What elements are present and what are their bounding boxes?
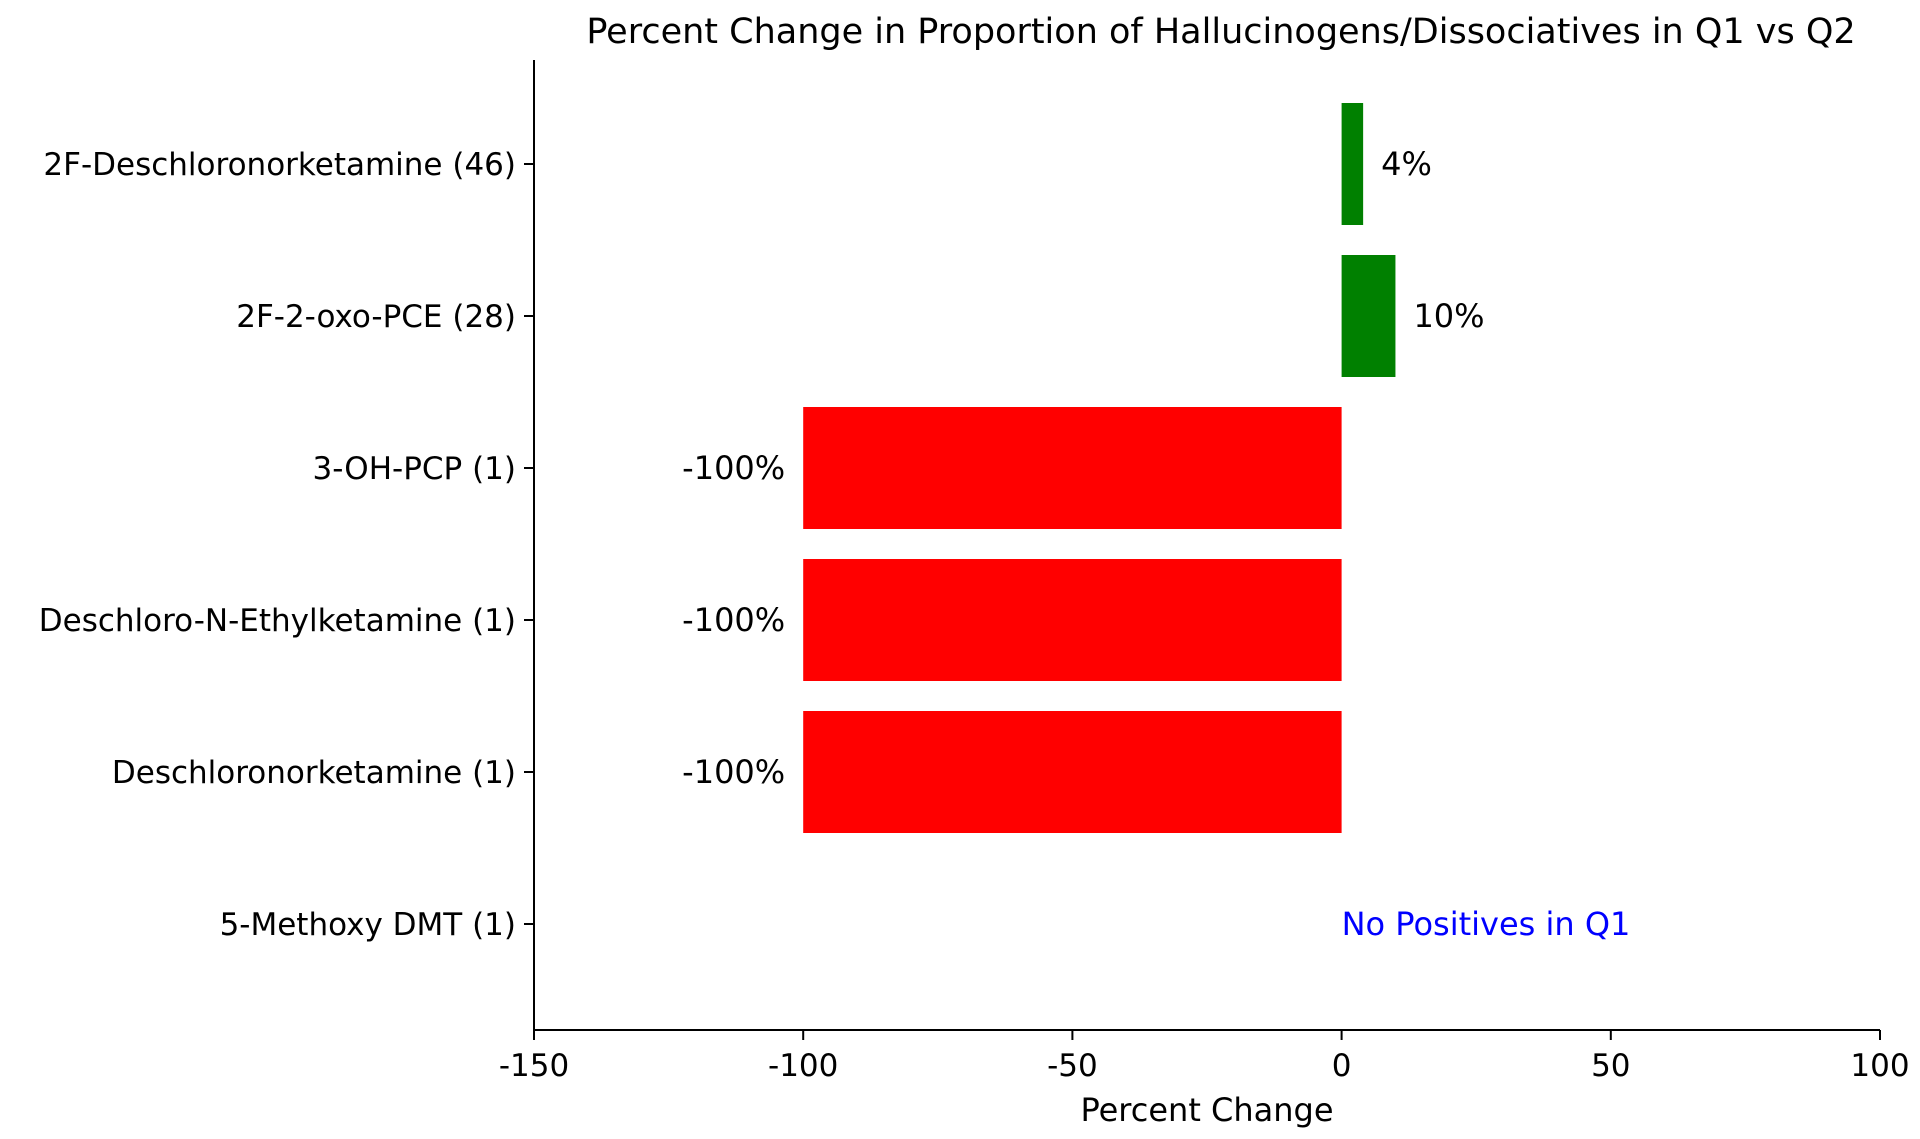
y-tick-label: 5-Methoxy DMT (1) xyxy=(220,907,516,943)
bar-labels-group: 4% 10% -100% -100% -100% xyxy=(682,145,1484,791)
bar-data-label: -100% xyxy=(682,449,785,487)
bar xyxy=(1341,103,1364,225)
y-tick-label: 3-OH-PCP (1) xyxy=(313,451,516,487)
bar-data-label: 10% xyxy=(1413,297,1484,335)
x-tick-label: 0 xyxy=(1332,1048,1352,1084)
x-tick-label: -100 xyxy=(768,1048,838,1084)
x-axis-label: Percent Change xyxy=(1080,1091,1333,1129)
y-tick-label: 2F-Deschloronorketamine (46) xyxy=(43,147,516,183)
bars-group xyxy=(803,103,1396,833)
bar xyxy=(803,407,1342,529)
bar-data-label: 4% xyxy=(1381,145,1432,183)
bar xyxy=(803,711,1342,833)
chart-title: Percent Change in Proportion of Hallucin… xyxy=(586,12,1855,52)
bar xyxy=(803,559,1342,681)
y-axis-ticks: 2F-Deschloronorketamine (46) 2F-2-oxo-PCE… xyxy=(39,147,534,943)
bar-data-label: -100% xyxy=(682,601,785,639)
annotation-no-positives: No Positives in Q1 xyxy=(1342,905,1631,943)
x-tick-label: 50 xyxy=(1591,1048,1630,1084)
y-tick-label: 2F-2-oxo-PCE (28) xyxy=(236,299,516,335)
y-tick-label: Deschloronorketamine (1) xyxy=(112,755,516,791)
annotations-group: No Positives in Q1 xyxy=(1342,905,1631,943)
bar-data-label: -100% xyxy=(682,753,785,791)
x-tick-label: -50 xyxy=(1047,1048,1098,1084)
bar xyxy=(1341,255,1396,377)
x-axis-ticks: -150 -100 -50 0 50 100 xyxy=(499,1030,1910,1084)
x-tick-label: 100 xyxy=(1850,1048,1909,1084)
x-tick-label: -150 xyxy=(499,1048,569,1084)
y-tick-label: Deschloro-N-Ethylketamine (1) xyxy=(39,603,516,639)
